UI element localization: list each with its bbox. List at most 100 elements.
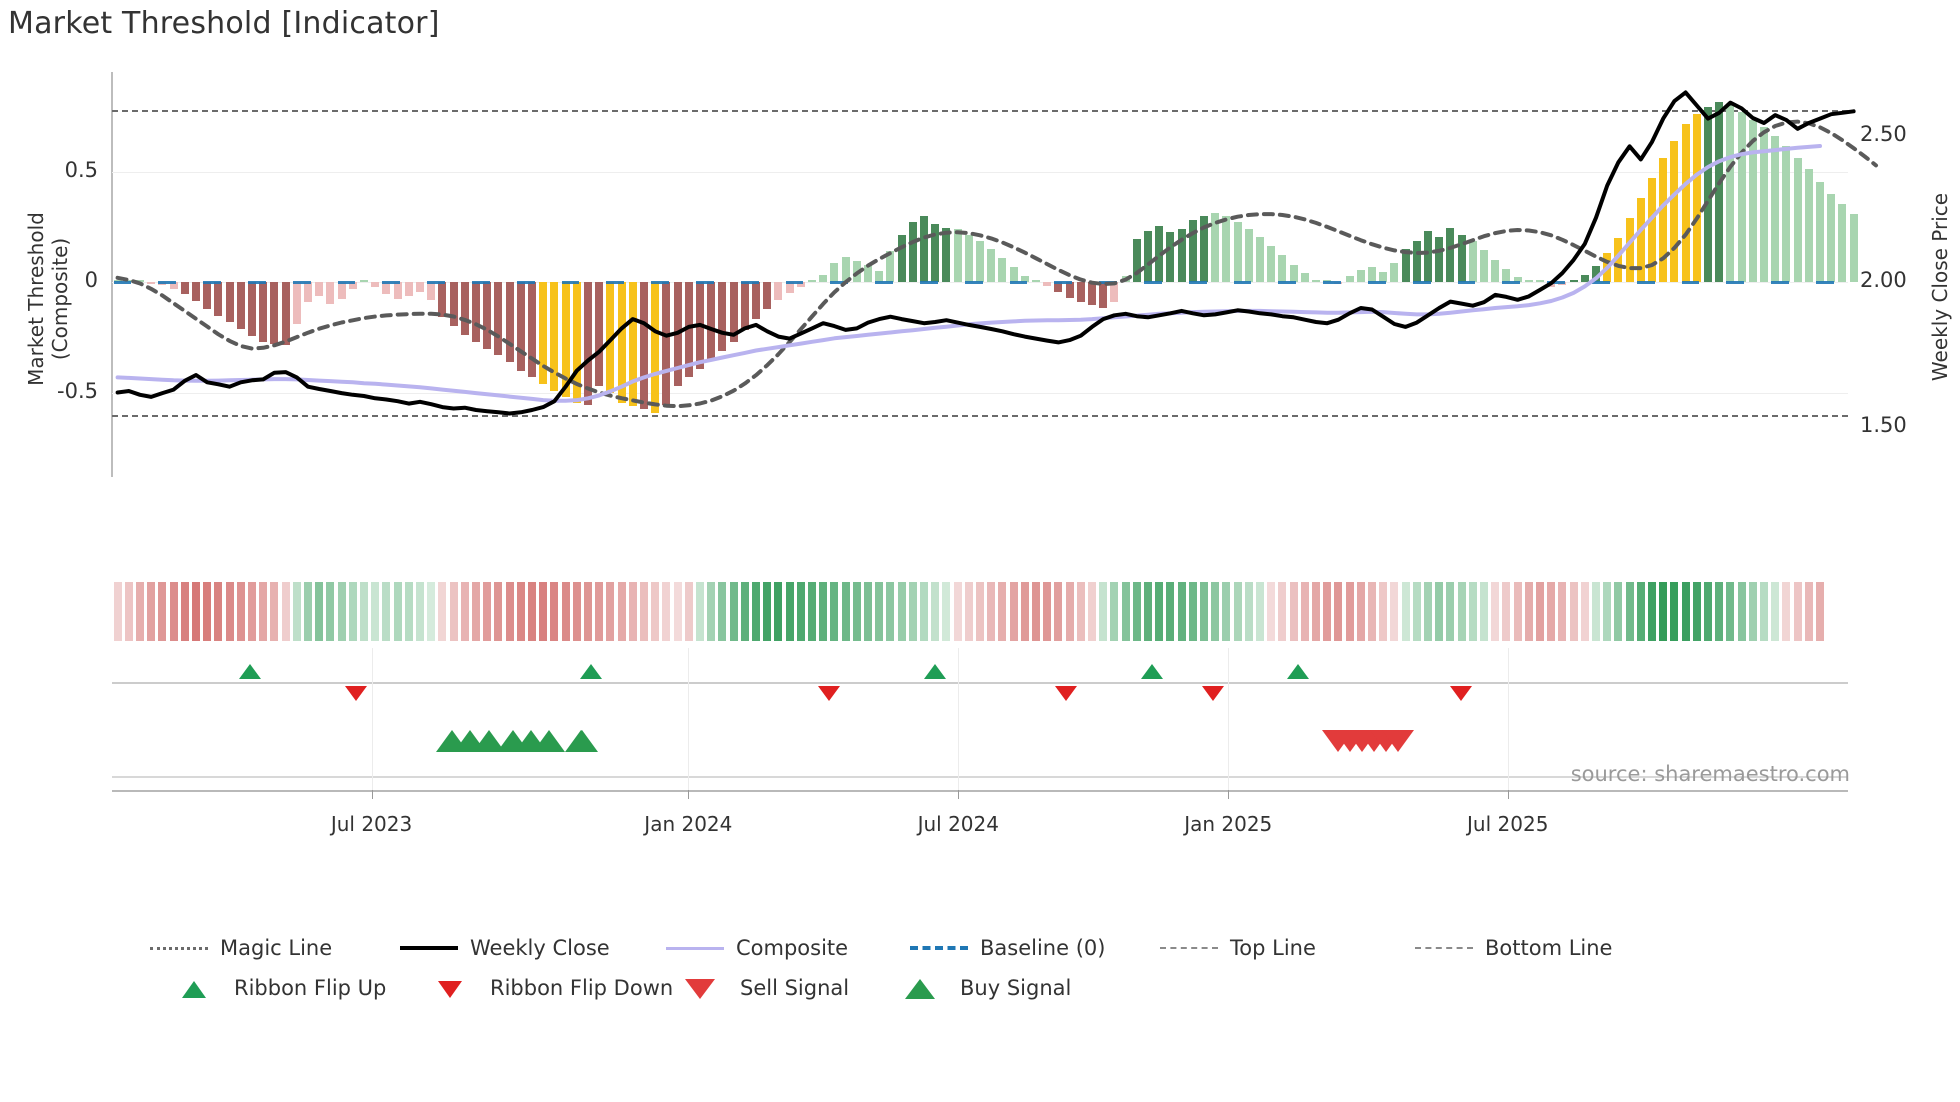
- legend-row-1: Magic Line Weekly Close Composite Baseline …: [150, 928, 1850, 968]
- baseline-dash: [561, 280, 580, 284]
- baseline-dash: [516, 280, 535, 284]
- ribbon-cell: [315, 582, 324, 641]
- indicator-bar: [572, 282, 581, 403]
- indicator-bar: [1412, 241, 1421, 283]
- ribbon-cell: [1580, 582, 1589, 641]
- baseline-dash: [113, 280, 132, 284]
- ribbon-cell: [1715, 582, 1724, 641]
- indicator-bar: [1009, 266, 1018, 283]
- indicator-bar: [236, 282, 245, 329]
- indicator-bar: [807, 279, 817, 283]
- indicator-bar: [1110, 282, 1119, 303]
- ribbon-cell: [729, 582, 738, 641]
- indicator-bar: [1737, 111, 1746, 283]
- legend-item[interactable]: Bottom Line: [1415, 928, 1612, 968]
- vertical-gridline: [371, 648, 373, 790]
- x-tick-4: Jul 2025: [1467, 812, 1549, 836]
- indicator-bar: [1423, 231, 1433, 283]
- ribbon-regime-strip: [112, 582, 1848, 641]
- legend-item[interactable]: Ribbon Flip Down: [420, 968, 673, 1008]
- baseline-dash: [1457, 280, 1476, 284]
- ribbon-cell: [527, 582, 537, 641]
- baseline-dash: [247, 280, 266, 284]
- indicator-bar: [1143, 231, 1153, 283]
- x-tick-1: Jan 2024: [644, 812, 733, 836]
- legend-item[interactable]: Sell Signal: [670, 968, 849, 1008]
- baseline-dash: [203, 280, 221, 284]
- ribbon-cell: [718, 582, 727, 641]
- legend-item[interactable]: Composite: [666, 928, 848, 968]
- ribbon-cell: [1099, 582, 1108, 641]
- indicator-bar: [763, 282, 772, 309]
- legend-item[interactable]: Ribbon Flip Up: [164, 968, 386, 1008]
- baseline-dash: [471, 280, 490, 284]
- top-line: [112, 109, 1848, 112]
- baseline-dash: [606, 280, 625, 284]
- indicator-bar: [1020, 275, 1029, 283]
- indicator-bar: [1166, 232, 1175, 283]
- ribbon-cell: [1726, 582, 1735, 641]
- indicator-bar: [449, 282, 458, 327]
- ribbon-cell: [819, 582, 828, 641]
- indicator-bar: [1692, 114, 1701, 283]
- ribbon-flip-down-marker: [1449, 686, 1472, 701]
- indicator-bar: [987, 249, 996, 283]
- baseline-dash: [1636, 280, 1655, 284]
- ribbon-cell: [1703, 582, 1713, 641]
- ribbon-cell: [1457, 582, 1466, 641]
- indicator-bar: [1636, 198, 1645, 283]
- ribbon-cell: [1535, 582, 1545, 641]
- ribbon-cell: [1670, 582, 1679, 641]
- legend-item[interactable]: Buy Signal: [890, 968, 1071, 1008]
- baseline-dash: [382, 280, 401, 284]
- ribbon-cell: [1323, 582, 1332, 641]
- ribbon-cell: [1031, 582, 1041, 641]
- legend-item[interactable]: Baseline (0): [910, 928, 1105, 968]
- legend-item[interactable]: Magic Line: [150, 928, 332, 968]
- ribbon-flip-up-marker: [580, 664, 603, 679]
- legend-item[interactable]: Top Line: [1160, 928, 1316, 968]
- ribbon-cell: [1479, 582, 1489, 641]
- indicator-bar: [1132, 239, 1141, 283]
- baseline-dash: [1188, 280, 1207, 284]
- legend-item[interactable]: Weekly Close: [400, 928, 610, 968]
- ribbon-cell: [740, 582, 749, 641]
- ribbon-cell: [875, 582, 884, 641]
- dashed-line-icon: [910, 939, 968, 957]
- indicator-bar: [1849, 213, 1858, 283]
- legend-label: Ribbon Flip Down: [490, 976, 674, 1000]
- baseline-dash: [1143, 280, 1162, 284]
- ribbon-cell: [270, 582, 279, 641]
- x-tick-3: Jan 2025: [1184, 812, 1273, 836]
- gridline-2: [112, 392, 1848, 394]
- indicator-bar: [830, 263, 839, 283]
- ribbon-cell: [1412, 582, 1421, 641]
- indicator-plot-area[interactable]: [111, 72, 1878, 477]
- solid-line-icon: [400, 939, 458, 957]
- indicator-bar: [1031, 280, 1041, 283]
- indicator-bar: [964, 234, 973, 283]
- buy-signal-marker: [472, 730, 505, 752]
- buy-signal-marker: [565, 730, 598, 752]
- ribbon-cell: [259, 582, 268, 641]
- indicator-bar: [740, 282, 749, 330]
- baseline-dash: [1815, 280, 1834, 284]
- ribbon-cell: [135, 582, 145, 641]
- legend-label: Weekly Close: [470, 936, 610, 960]
- indicator-bar: [561, 282, 570, 398]
- baseline-dash: [427, 280, 445, 284]
- indicator-bar: [1311, 279, 1321, 283]
- indicator-bar: [1647, 178, 1657, 283]
- indicator-bar: [147, 282, 156, 285]
- x-tick-mark: [958, 790, 960, 799]
- ribbon-cell: [1625, 582, 1634, 641]
- ribbon-cell: [1278, 582, 1287, 641]
- indicator-bar: [1502, 268, 1511, 283]
- ribbon-cell: [1244, 582, 1253, 641]
- baseline-dash: [1412, 280, 1431, 284]
- ribbon-cell: [1132, 582, 1141, 641]
- vertical-gridline: [1507, 648, 1509, 790]
- baseline-dash: [740, 280, 759, 284]
- indicator-bar: [471, 282, 481, 342]
- ribbon-cell: [1401, 582, 1410, 641]
